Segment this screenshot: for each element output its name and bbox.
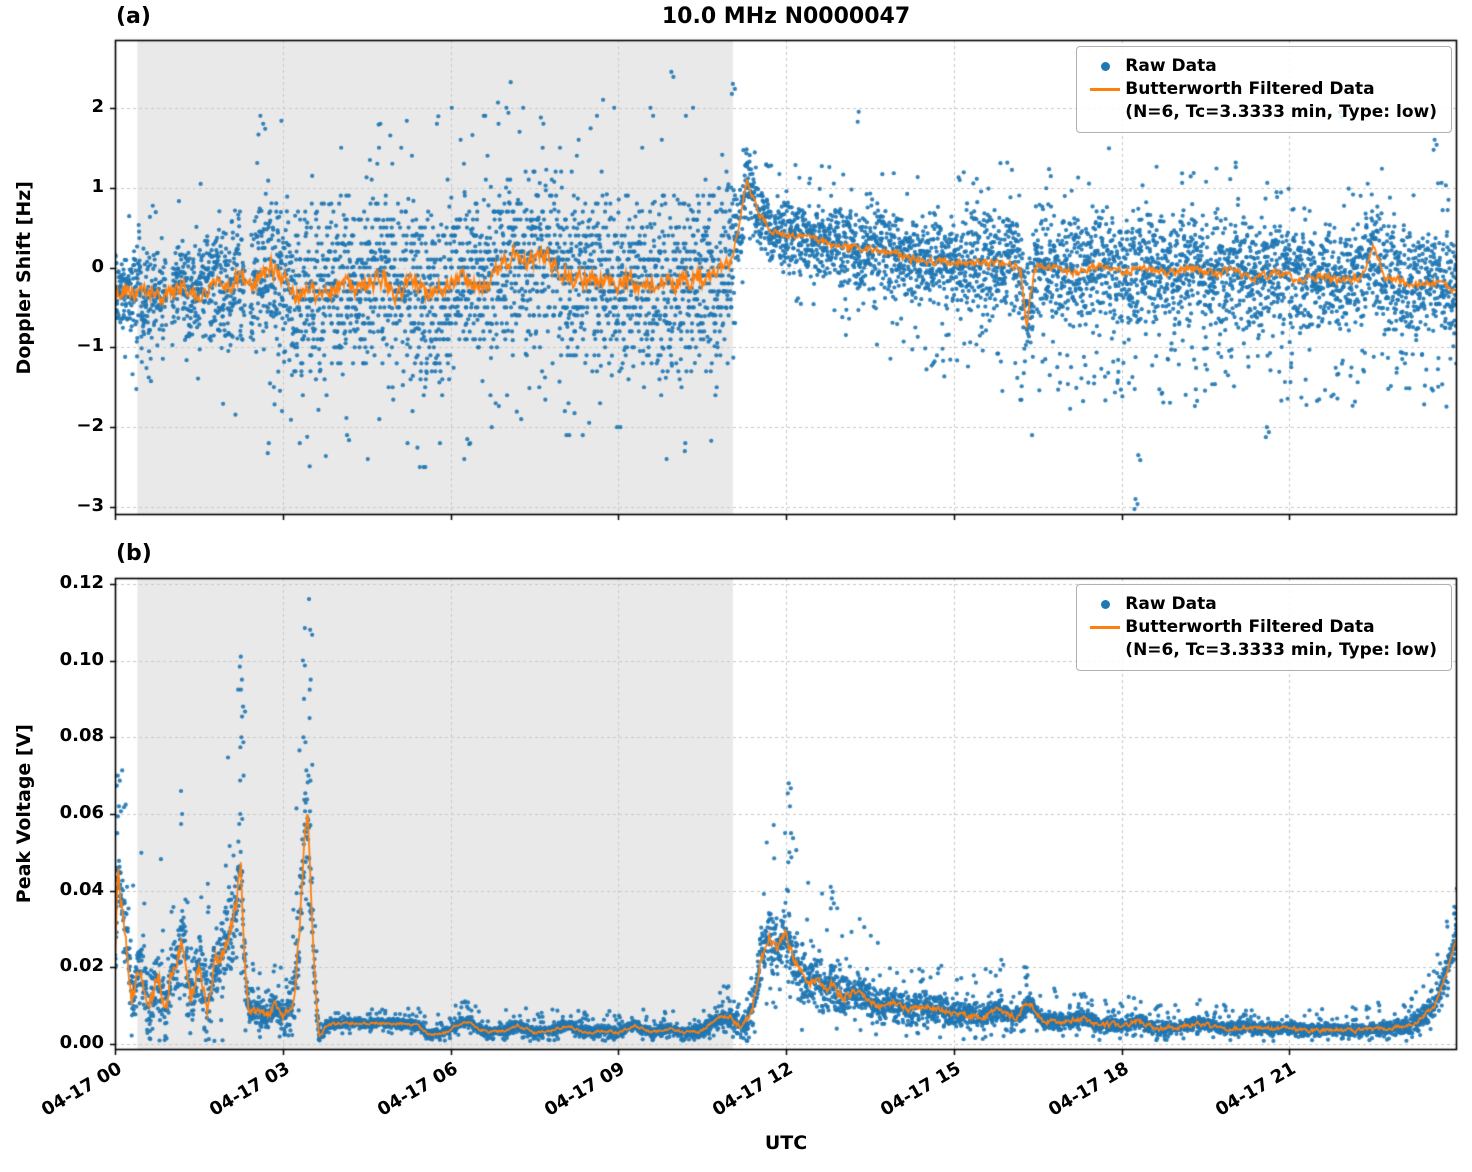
y-tick-label: −1 bbox=[76, 335, 104, 357]
y-tick-label: −2 bbox=[76, 415, 104, 437]
filtered-line-marker-icon bbox=[1085, 616, 1125, 639]
legend-filtered-label: Butterworth Filtered Data (N=6, Tc=3.333… bbox=[1125, 616, 1437, 662]
raw-data-marker-icon bbox=[1085, 55, 1125, 78]
legend-raw-entry: Raw Data bbox=[1085, 55, 1437, 78]
filtered-line-marker-icon bbox=[1085, 78, 1125, 101]
legend-filtered-label: Butterworth Filtered Data (N=6, Tc=3.333… bbox=[1125, 78, 1437, 124]
legend-raw-label: Raw Data bbox=[1125, 56, 1217, 76]
figure-title: 10.0 MHz N0000047 bbox=[661, 4, 911, 29]
legend-filtered-label-line2: (N=6, Tc=3.3333 min, Type: low) bbox=[1125, 101, 1437, 122]
y-tick-label: −3 bbox=[76, 495, 104, 517]
panel-a-label: (a) bbox=[116, 4, 151, 29]
legend-raw-label: Raw Data bbox=[1125, 594, 1217, 614]
legend-raw-entry: Raw Data bbox=[1085, 593, 1437, 616]
legend-filtered-entry: Butterworth Filtered Data (N=6, Tc=3.333… bbox=[1085, 616, 1437, 662]
legend-filtered-label-line1: Butterworth Filtered Data bbox=[1125, 79, 1375, 99]
panel-b-legend: Raw Data Butterworth Filtered Data (N=6,… bbox=[1076, 584, 1452, 671]
panel-a-legend: Raw Data Butterworth Filtered Data (N=6,… bbox=[1076, 46, 1452, 133]
y-tick-label: 0.08 bbox=[59, 725, 104, 747]
y-tick-label: 0.00 bbox=[59, 1032, 104, 1054]
y-tick-label: 2 bbox=[91, 95, 104, 117]
legend-filtered-label-line2: (N=6, Tc=3.3333 min, Type: low) bbox=[1125, 639, 1437, 660]
y-tick-label: 0.10 bbox=[59, 648, 104, 670]
y-tick-label: 0.12 bbox=[59, 571, 104, 593]
y-tick-label: 0.02 bbox=[59, 955, 104, 977]
legend-filtered-entry: Butterworth Filtered Data (N=6, Tc=3.333… bbox=[1085, 78, 1437, 124]
raw-data-marker-icon bbox=[1085, 593, 1125, 616]
y-tick-label: 0.06 bbox=[59, 802, 104, 823]
legend-filtered-label-line1: Butterworth Filtered Data bbox=[1125, 617, 1375, 637]
x-axis-label: UTC bbox=[764, 1132, 808, 1154]
y-tick-label: 1 bbox=[91, 175, 104, 197]
y-tick-label: 0 bbox=[91, 255, 104, 277]
y-tick-label: 0.04 bbox=[59, 878, 104, 900]
panel-b-label: (b) bbox=[116, 541, 152, 566]
